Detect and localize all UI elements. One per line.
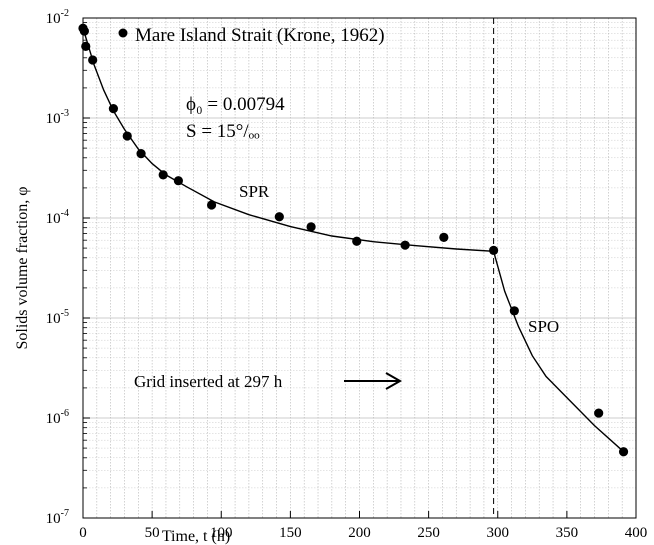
grid-inserted-arrow: [344, 372, 403, 390]
data-point: [400, 240, 410, 250]
data-points: [78, 23, 629, 457]
y-axis-title: Solids volume fraction, φ: [14, 187, 31, 350]
x-tick-label: 350: [556, 525, 579, 541]
x-tick-label: 150: [279, 525, 302, 541]
data-point: [158, 170, 168, 180]
data-point: [306, 222, 316, 232]
y-tick-label: 10-6: [46, 408, 69, 427]
y-tick-labels: 10-7 10-6 10-5 10-4 10-3 10-2: [46, 8, 69, 527]
data-point: [274, 212, 284, 222]
data-point: [618, 447, 629, 457]
data-point: [136, 149, 146, 159]
data-point: [439, 232, 449, 242]
grid-lines: [83, 18, 636, 519]
data-point: [352, 236, 362, 246]
x-tick-label: 400: [625, 525, 648, 541]
y-tick-label: 10-5: [46, 308, 69, 327]
x-tick-label: 100: [210, 525, 233, 541]
data-point: [173, 176, 183, 186]
x-tick-label: 200: [348, 525, 371, 541]
y-tick-label: 10-2: [46, 8, 69, 27]
data-point: [108, 104, 119, 114]
spr-label: SPR: [239, 182, 270, 201]
phi0-annotation: ϕ₀ = 0.00794: [186, 94, 285, 115]
data-point: [489, 245, 499, 255]
x-axis-title: Time, t (h): [162, 528, 230, 545]
x-tick-label: 300: [487, 525, 510, 541]
y-tick-label: 10-4: [46, 208, 69, 227]
grid-inserted-label: Grid inserted at 297 h: [134, 372, 283, 391]
data-point: [88, 55, 98, 65]
y-tick-label: 10-3: [46, 108, 69, 127]
legend-label: Mare Island Strait (Krone, 1962): [135, 25, 385, 46]
data-point: [206, 200, 217, 210]
legend-marker: [118, 28, 128, 38]
y-tick-label: 10-7: [46, 508, 69, 527]
salinity-annotation: S = 15°/ₒₒ: [186, 121, 260, 142]
x-tick-label: 0: [79, 525, 87, 541]
data-point: [122, 131, 132, 141]
x-tick-labels: 0 50 100 150 200 250 300 350 400: [79, 525, 647, 541]
data-point: [509, 306, 519, 316]
data-point: [594, 408, 604, 418]
data-point: [81, 41, 91, 51]
x-tick-label: 50: [145, 525, 160, 541]
x-tick-label: 250: [417, 525, 440, 541]
spo-label: SPO: [528, 317, 559, 336]
data-point: [79, 26, 89, 36]
